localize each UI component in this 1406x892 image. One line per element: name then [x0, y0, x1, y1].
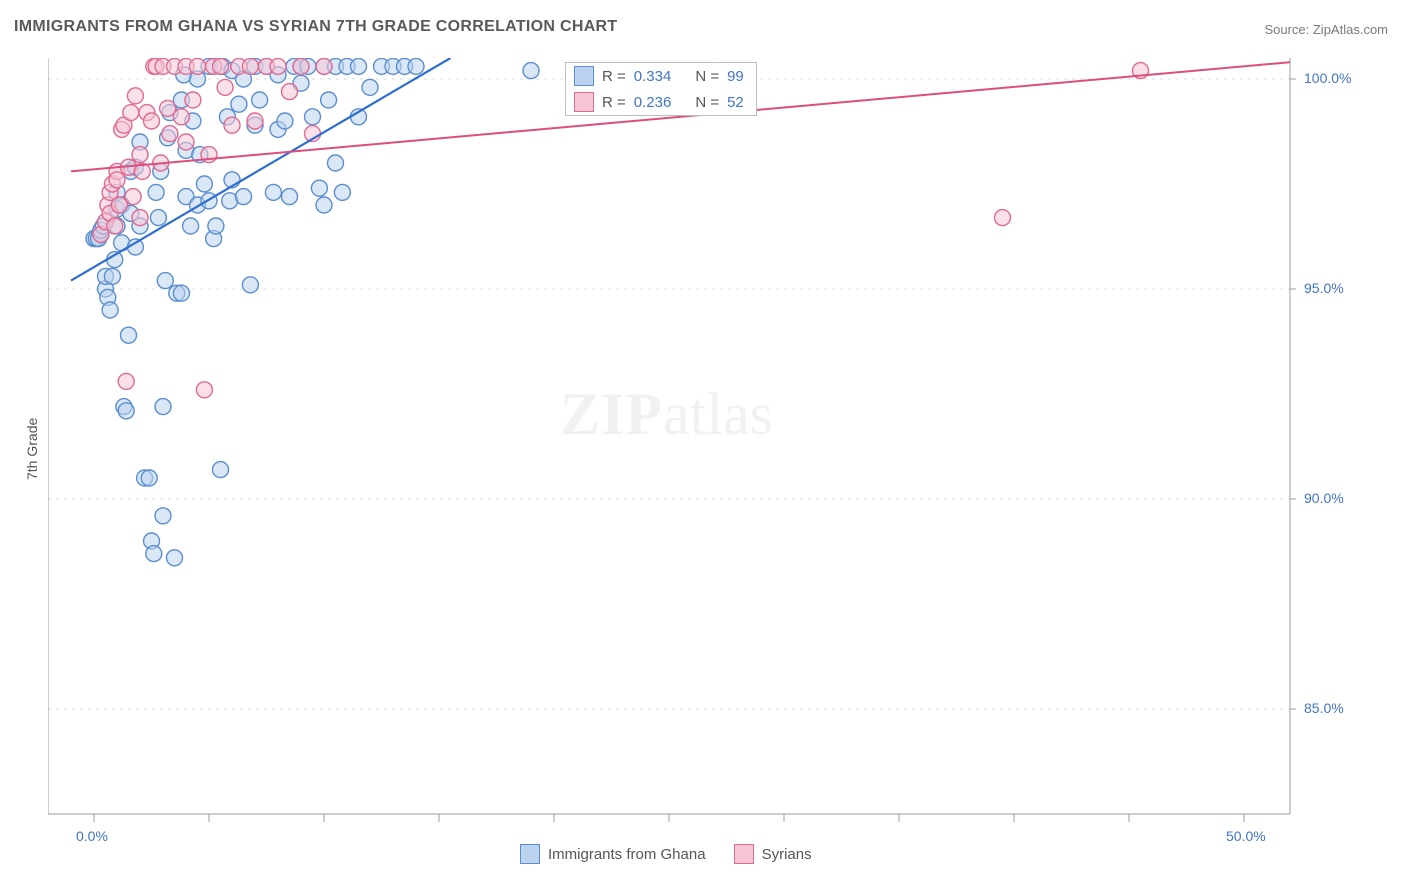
legend-swatch-syrians [574, 92, 594, 112]
ghana-n-value: 99 [727, 68, 744, 85]
y-axis-label: 7th Grade [24, 418, 40, 480]
syrians-n-value: 52 [727, 94, 744, 111]
legend-swatch-ghana [520, 844, 540, 864]
legend-swatch-ghana [574, 66, 594, 86]
source-label: Source: ZipAtlas.com [1264, 22, 1388, 37]
legend-swatch-syrians [734, 844, 754, 864]
syrians-r-value: 0.236 [634, 94, 672, 111]
ghana-r-value: 0.334 [634, 68, 672, 85]
r-label: R = [602, 94, 626, 111]
y-tick-label: 85.0% [1304, 700, 1344, 716]
x-tick-label: 0.0% [76, 828, 108, 844]
x-tick-label: 50.0% [1226, 828, 1266, 844]
legend-item-syrians: Syrians [734, 844, 812, 864]
stats-legend-row-syrians: R = 0.236 N = 52 [566, 89, 756, 115]
r-label: R = [602, 68, 626, 85]
y-tick-label: 95.0% [1304, 280, 1344, 296]
n-label: N = [695, 94, 719, 111]
scatter-plot [48, 58, 1406, 854]
stats-legend: R = 0.334 N = 99 R = 0.236 N = 52 [565, 62, 757, 116]
legend-label-ghana: Immigrants from Ghana [548, 846, 706, 863]
y-tick-label: 90.0% [1304, 490, 1344, 506]
stats-legend-row-ghana: R = 0.334 N = 99 [566, 63, 756, 89]
series-legend: Immigrants from Ghana Syrians [520, 844, 812, 864]
legend-label-syrians: Syrians [762, 846, 812, 863]
n-label: N = [695, 68, 719, 85]
y-tick-label: 100.0% [1304, 70, 1351, 86]
legend-item-ghana: Immigrants from Ghana [520, 844, 706, 864]
chart-title: IMMIGRANTS FROM GHANA VS SYRIAN 7TH GRAD… [14, 18, 617, 36]
